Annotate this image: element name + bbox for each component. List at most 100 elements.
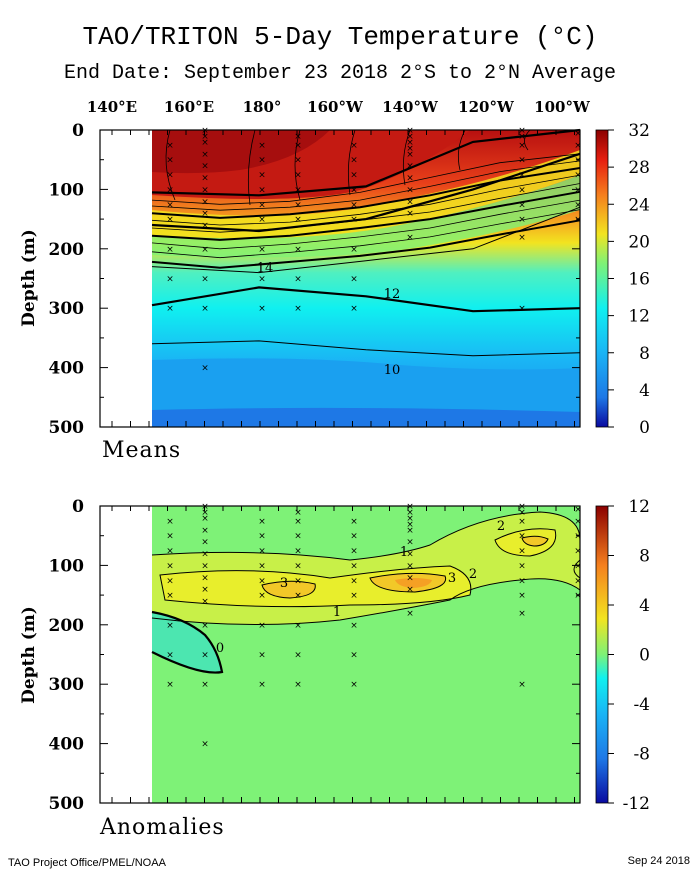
observation-marker: × <box>518 171 526 181</box>
observation-marker: × <box>166 680 174 690</box>
means-isotherm-line <box>151 219 581 269</box>
means-isotherm-20 <box>151 152 581 233</box>
means-isotherm-line <box>151 199 581 250</box>
observation-marker: × <box>350 680 358 690</box>
observation-marker: × <box>406 585 414 595</box>
observation-marker: × <box>518 502 526 512</box>
observation-marker: × <box>574 215 582 225</box>
observation-marker: × <box>294 576 302 586</box>
anomalies-contour-label-3a: 3 <box>280 576 288 591</box>
observation-marker: × <box>258 171 266 181</box>
observation-marker: × <box>294 171 302 181</box>
means-isotherm-12 <box>151 286 581 313</box>
anomalies-negative-region <box>152 612 222 673</box>
observation-marker: × <box>518 200 526 210</box>
observation-marker: × <box>201 740 209 750</box>
colorbar-tick-label: 20 <box>628 232 650 252</box>
observation-marker: × <box>258 156 266 166</box>
depth-tick-label: 500 <box>49 794 85 814</box>
observation-marker: × <box>518 132 526 142</box>
observation-marker: × <box>406 609 414 619</box>
longitude-label: 180° <box>243 98 282 116</box>
means-axis-ticks <box>100 129 580 428</box>
observation-marker: × <box>406 550 414 560</box>
observation-marker: × <box>258 245 266 255</box>
observation-marker: × <box>166 532 174 542</box>
colorbar-tick-label: 0 <box>639 646 650 666</box>
observation-marker: × <box>258 651 266 661</box>
colorbar-tick-label: 28 <box>628 158 650 178</box>
observation-marker: × <box>350 591 358 601</box>
observation-marker: × <box>294 517 302 527</box>
observation-marker: × <box>518 185 526 195</box>
anomalies-plus3-region-west <box>262 581 316 598</box>
colorbar-tick-label: 16 <box>628 270 650 290</box>
observation-marker: × <box>350 651 358 661</box>
observation-marker: × <box>518 517 526 527</box>
observation-marker: × <box>350 215 358 225</box>
observation-marker: × <box>201 651 209 661</box>
observation-marker: × <box>294 680 302 690</box>
observation-marker: × <box>201 550 209 560</box>
observation-marker: × <box>406 150 414 160</box>
observation-marker: × <box>406 162 414 172</box>
anomalies-panel-label: Anomalies <box>99 815 225 840</box>
observation-marker: × <box>294 508 302 518</box>
means-surface-contour <box>294 129 301 201</box>
observation-marker: × <box>166 141 174 151</box>
colorbar-tick-label: 8 <box>639 547 650 567</box>
anomalies-contours <box>151 511 581 674</box>
anomalies-contour-label-0: 0 <box>216 641 224 656</box>
observation-marker: × <box>201 209 209 219</box>
means-isotherm-line <box>151 160 581 211</box>
depth-tick-label: 200 <box>49 616 85 636</box>
means-isotherm-14 <box>151 206 581 274</box>
observation-marker: × <box>294 245 302 255</box>
observation-marker: × <box>294 200 302 210</box>
observation-marker: × <box>574 591 582 601</box>
means-observation-markers: ××××××××××××××××××××××××××××××××××××××××… <box>166 126 582 374</box>
means-colorbar <box>595 129 609 428</box>
observation-marker: × <box>258 547 266 557</box>
means-isotherm-10 <box>151 340 581 357</box>
anomalies-depth-axis-label: Depth (m) <box>19 606 39 704</box>
longitude-label: 160°E <box>164 98 214 116</box>
footer-credit: TAO Project Office/PMEL/NOAA <box>8 857 167 869</box>
observation-marker: × <box>166 621 174 631</box>
colorbar-tick-label: -8 <box>633 745 650 765</box>
anomalies-plus4-core <box>395 578 432 588</box>
observation-marker: × <box>201 514 209 524</box>
observation-marker: × <box>166 185 174 195</box>
observation-marker: × <box>350 532 358 542</box>
observation-marker: × <box>518 532 526 542</box>
means-isotherm-28 <box>151 128 581 197</box>
means-contours <box>151 128 581 357</box>
observation-marker: × <box>201 573 209 583</box>
observation-marker: × <box>518 576 526 586</box>
observation-marker: × <box>201 680 209 690</box>
observation-marker: × <box>406 573 414 583</box>
observation-marker: × <box>350 576 358 586</box>
chart-subtitle: End Date: September 23 2018 2°S to 2°N A… <box>64 62 616 85</box>
observation-marker: × <box>201 275 209 285</box>
observation-marker: × <box>518 215 526 225</box>
observation-marker: × <box>518 561 526 571</box>
observation-marker: × <box>406 144 414 154</box>
longitude-label: 120°W <box>458 98 515 116</box>
observation-marker: × <box>294 304 302 314</box>
observation-marker: × <box>350 517 358 527</box>
observation-marker: × <box>350 275 358 285</box>
observation-marker: × <box>258 680 266 690</box>
observation-marker: × <box>166 215 174 225</box>
anomalies-contour-line <box>369 572 447 593</box>
observation-marker: × <box>201 538 209 548</box>
observation-marker: × <box>201 245 209 255</box>
observation-marker: × <box>350 547 358 557</box>
anomalies-contour-label-2a: 2 <box>497 519 505 534</box>
observation-marker: × <box>201 162 209 172</box>
observation-marker: × <box>258 517 266 527</box>
observation-marker: × <box>406 209 414 219</box>
colorbar-tick-label: 0 <box>639 418 650 438</box>
observation-marker: × <box>166 547 174 557</box>
